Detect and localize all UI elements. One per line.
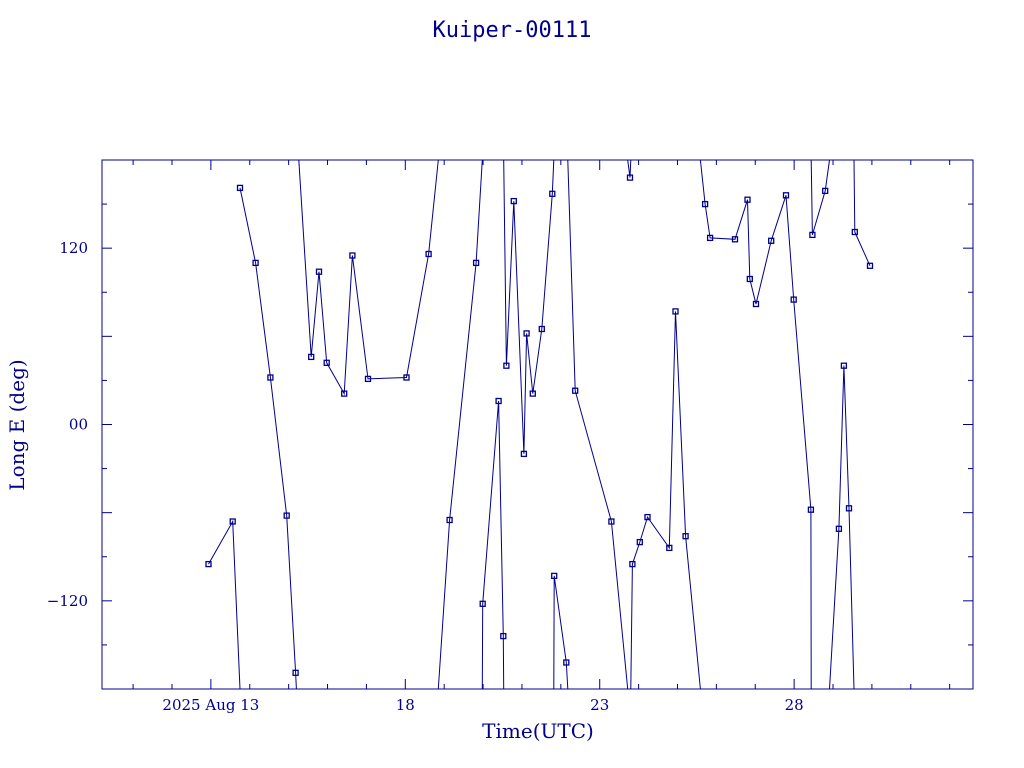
data-point	[782, 192, 790, 199]
series-line	[208, 159, 871, 690]
data-point	[563, 659, 570, 666]
data-point	[323, 359, 330, 366]
data-point	[479, 600, 486, 607]
data-point	[572, 387, 579, 394]
data-point	[807, 506, 815, 513]
data-point	[840, 362, 848, 369]
data-point	[701, 200, 709, 208]
x-tick-label: 18	[396, 696, 415, 714]
data-point	[768, 237, 775, 244]
x-tick-label: 23	[590, 696, 609, 714]
data-point	[403, 374, 410, 381]
x-axis-label: Time(UTC)	[482, 719, 594, 743]
y-tick-label: −120	[47, 592, 88, 610]
data-point	[644, 513, 651, 521]
data-point	[472, 259, 480, 267]
data-point	[551, 572, 558, 580]
data-point	[500, 632, 507, 640]
data-point	[510, 197, 517, 205]
x-tick-label: 28	[785, 696, 804, 714]
data-point	[835, 525, 843, 532]
data-point	[866, 262, 874, 269]
series-layer	[205, 159, 874, 690]
data-point	[229, 518, 236, 525]
chart-title: Kuiper-00111	[433, 18, 592, 43]
y-axis-label: Long E (deg)	[5, 359, 29, 490]
data-point	[845, 505, 853, 512]
data-point	[267, 374, 274, 381]
data-point	[746, 275, 753, 283]
data-point	[503, 362, 510, 369]
data-point	[731, 236, 739, 243]
data-point	[283, 512, 290, 519]
data-point	[341, 390, 348, 397]
axis-ticks	[102, 160, 973, 689]
data-point	[672, 308, 679, 315]
data-point	[706, 234, 714, 242]
data-point	[549, 190, 556, 197]
data-point	[538, 325, 545, 333]
data-point	[205, 560, 212, 568]
data-point	[495, 397, 502, 405]
data-point	[608, 518, 615, 525]
data-point	[308, 353, 315, 361]
x-tick-label: 2025 Aug 13	[162, 696, 259, 714]
data-point	[851, 228, 858, 236]
data-point	[523, 330, 530, 337]
data-point	[236, 184, 244, 192]
data-point	[292, 669, 299, 676]
data-point	[809, 231, 816, 239]
data-point	[446, 516, 453, 524]
data-point	[752, 300, 760, 308]
data-point	[315, 268, 323, 275]
data-point	[744, 196, 751, 203]
data-point	[682, 533, 689, 540]
data-point	[822, 187, 829, 195]
data-point	[629, 560, 636, 568]
data-point	[626, 174, 634, 181]
y-tick-label: 00	[69, 416, 88, 434]
data-point	[529, 390, 536, 397]
data-point	[666, 544, 673, 552]
data-point	[425, 250, 432, 258]
data-point	[364, 375, 372, 383]
tick-labels: 2025 Aug 13 18 23 28 120 00 −120	[47, 239, 804, 714]
y-tick-label: 120	[59, 239, 88, 257]
data-point	[252, 259, 259, 267]
data-point	[790, 296, 797, 303]
data-point	[349, 252, 356, 259]
data-point	[636, 538, 643, 546]
data-point	[520, 450, 528, 458]
